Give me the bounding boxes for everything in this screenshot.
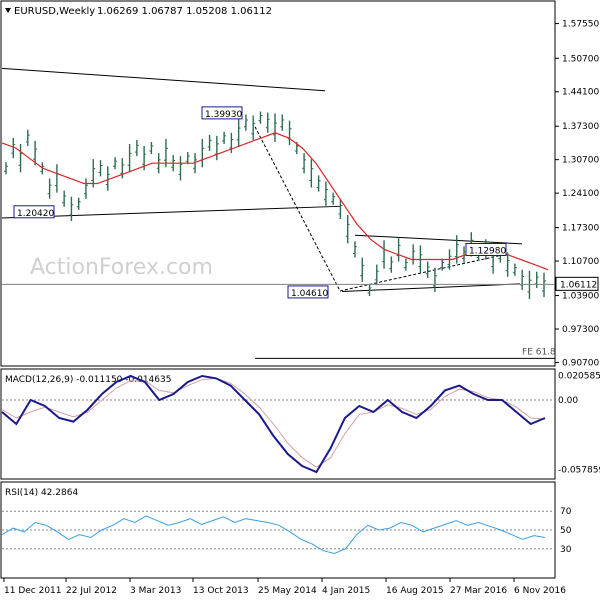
- macd-line: [1, 374, 546, 474]
- trend-line: [254, 126, 341, 292]
- macd-y-tick-label: -0.057859: [558, 465, 600, 475]
- x-tick-label: 25 May 2014: [258, 586, 317, 596]
- price-y-tick-label: 0.90700: [562, 358, 599, 368]
- symbol-label: EURUSD,Weekly: [14, 6, 95, 17]
- macd-signal-line: [1, 377, 546, 468]
- x-tick-label: 4 Jan 2015: [322, 586, 370, 596]
- trend-line: [1, 67, 326, 92]
- rsi-line: [1, 515, 546, 555]
- fe-label: FE 61.8: [522, 347, 556, 357]
- price-y-tick-label: 1.37300: [562, 122, 599, 132]
- price-y-tick-label: 1.10700: [562, 257, 599, 267]
- x-tick-label: 27 Mar 2016: [450, 586, 507, 596]
- x-tick-label: 3 Mar 2013: [130, 586, 181, 596]
- trend-line: [341, 283, 521, 292]
- macd-y-tick-label: 0.020585: [558, 371, 600, 381]
- macd-marks: MACD(12,26,9) -0.011150 -0.014635 0.02058…: [1, 371, 600, 475]
- annotation-box: [13, 205, 55, 219]
- price-y-tick-label: 1.17300: [562, 224, 599, 234]
- rsi-y-tick-label: 50: [560, 526, 572, 536]
- trend-line: [354, 234, 523, 245]
- price-y-tick-label: 1.44100: [562, 88, 599, 98]
- annotation-box: [287, 285, 329, 299]
- symbol-dropdown-icon[interactable]: [5, 8, 11, 13]
- price-y-tick-label: 1.57550: [562, 20, 599, 30]
- watermark-text: ActionForex.com: [30, 255, 213, 280]
- price-y-tick-label: 1.24100: [562, 189, 599, 199]
- ohlc-values: 1.06269 1.06787 1.05208 1.06112: [97, 6, 272, 17]
- annotation-label: 1.39930: [205, 110, 242, 120]
- trend-line: [1, 205, 341, 219]
- axis-marks: 11 Dec 2011 22 Jul 2012 3 Mar 2013 13 Oct 2…: [3, 578, 566, 596]
- current-price-label: 1.06112: [560, 280, 597, 290]
- annotation-label: 1.20420: [17, 209, 54, 219]
- price-marks: 1.57550 1.50700 1.44100 1.37300 1.30700 1.241…: [1, 20, 599, 368]
- x-tick-label: 16 Aug 2015: [386, 586, 444, 596]
- rsi-y-tick-label: 70: [560, 507, 572, 517]
- annotation-label: 1.04610: [291, 289, 328, 299]
- current-price-box: [555, 276, 599, 291]
- x-tick-label: 13 Oct 2013: [193, 586, 249, 596]
- rsi-marks: RSI(14) 42.2864 70 50 30: [1, 488, 572, 555]
- macd-panel: [0, 368, 556, 480]
- price-y-tick-label: 1.30700: [562, 156, 599, 166]
- price-y-tick-label: 1.03900: [562, 292, 599, 302]
- moving-average-line: [1, 132, 549, 271]
- annotation-box: [201, 106, 243, 120]
- macd-title: MACD(12,26,9) -0.011150 -0.014635: [5, 375, 171, 385]
- x-tick-label: 22 Jul 2012: [66, 586, 117, 596]
- macd-y-tick-label: 0.00: [558, 396, 578, 406]
- x-tick-label: 11 Dec 2011: [4, 586, 62, 596]
- x-tick-label: 6 Nov 2016: [514, 586, 566, 596]
- rsi-y-tick-label: 30: [560, 545, 572, 555]
- annotation-label: 1.12980: [469, 247, 506, 257]
- price-y-tick-label: 1.50700: [562, 54, 599, 64]
- rsi-title: RSI(14) 42.2864: [5, 488, 78, 498]
- annotation-box: [465, 243, 507, 257]
- price-y-tick-label: 0.97300: [562, 325, 599, 335]
